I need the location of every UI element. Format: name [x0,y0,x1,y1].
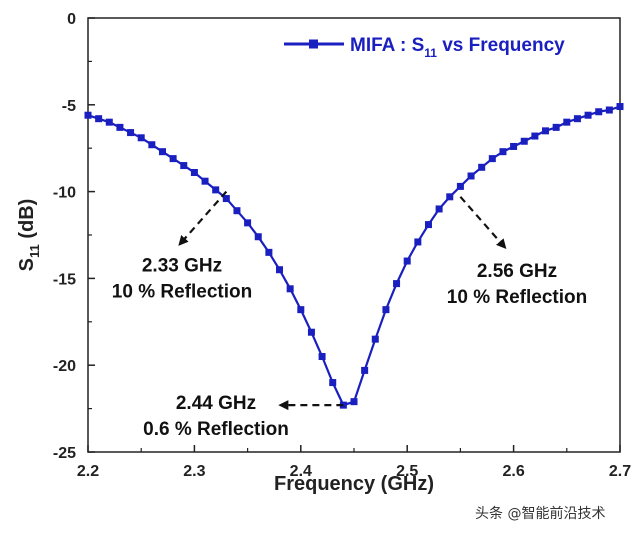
data-point [520,137,528,145]
data-point [616,103,624,111]
data-point [595,108,603,116]
x-tick-label: 2.7 [609,463,631,480]
data-point [350,398,358,406]
y-axis: 0 -5 -10 -15 -20 -25 [53,11,95,462]
legend: MIFA : S11 vs Frequency [284,35,565,60]
data-point [116,123,124,131]
plot-frame [87,17,621,453]
data-point [382,306,390,314]
data-point [424,221,432,229]
data-point [148,141,156,149]
y-tick-label: -25 [53,445,76,462]
legend-label-rest: vs Frequency [437,35,565,56]
y-axis-title-sub: 11 [27,244,42,258]
data-point [222,195,230,203]
annotation-frequency: 2.33 GHz [142,256,222,277]
series-layer [84,103,624,409]
data-point [552,123,560,131]
data-point [467,172,475,180]
data-point [403,257,411,265]
data-point [158,148,166,156]
y-tick-label: -5 [62,98,76,115]
annotation-layer: 2.33 GHz 10 % Reflection 2.56 GHz 10 % Refl… [112,190,587,440]
x-tick-label: 2.5 [396,463,418,480]
data-point [212,186,220,194]
data-point [265,248,273,256]
data-point [329,379,337,387]
data-point [499,148,507,156]
y-axis-title-unit: (dB) [16,199,38,245]
data-point [233,207,241,215]
data-point [137,134,145,142]
legend-label-sub: 11 [424,46,437,60]
data-point [542,127,550,135]
data-point [105,118,113,126]
annotation-reflection: 0.6 % Reflection [143,419,289,440]
data-point [180,162,188,170]
data-point [605,106,613,114]
annotation-frequency: 2.44 GHz [176,393,256,414]
data-point [478,163,486,171]
data-point [201,177,209,185]
data-point [393,280,401,288]
y-tick-label: -10 [53,185,76,202]
data-point [456,182,464,190]
y-tick-label: -20 [53,358,76,375]
data-point [531,132,539,140]
data-point [361,366,369,374]
data-point [318,353,326,361]
y-tick-label: -15 [53,271,76,288]
x-tick-label: 2.3 [183,463,205,480]
data-point [510,142,518,150]
y-tick-label: 0 [67,11,76,28]
data-point [435,205,443,213]
data-point [276,266,284,274]
data-point [414,238,422,246]
annotation-reflection: 10 % Reflection [447,287,587,308]
legend-label: MIFA : S11 vs Frequency [350,35,565,60]
legend-marker [309,39,318,49]
data-point [95,115,103,123]
data-point [573,115,581,123]
data-point [286,285,294,293]
legend-label-main: MIFA : S [350,35,424,56]
x-tick-label: 2.2 [77,463,99,480]
annotation-frequency: 2.56 GHz [477,261,557,282]
data-point [84,111,92,119]
annotation-reflection: 10 % Reflection [112,282,252,303]
x-tick-label: 2.6 [502,463,524,480]
x-axis-title: Frequency (GHz) [274,473,434,495]
data-point [244,219,252,227]
watermark: 头条 @智能前沿技术 [475,505,605,522]
data-point [446,193,454,201]
x-tick-label: 2.4 [290,463,312,480]
data-point [297,306,305,314]
data-point [371,335,379,343]
data-point [584,111,592,119]
data-point [254,233,262,241]
x-axis: 2.2 2.3 2.4 2.5 2.6 2.7 [77,445,631,480]
y-axis-title-main: S [16,258,38,271]
data-point [190,169,198,177]
data-point [127,129,135,137]
y-axis-title: S11 (dB) [16,199,42,272]
data-point [307,328,315,336]
data-point [488,155,496,163]
data-point [169,155,177,163]
data-point [563,118,571,126]
